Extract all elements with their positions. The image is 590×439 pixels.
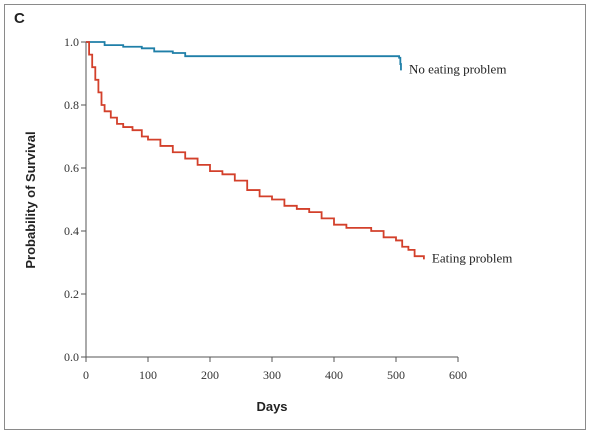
y-tick-label: 1.0: [64, 35, 79, 49]
x-tick-label: 100: [139, 368, 157, 382]
series-line-eating-problem: [86, 41, 425, 260]
annotation-layer: No eating problem Eating problem: [409, 61, 512, 265]
figure-border: [4, 4, 586, 430]
y-tick-label: 0.8: [64, 98, 79, 112]
panel-label: C: [14, 10, 25, 27]
y-tick-label: 0.0: [64, 350, 79, 364]
series-annotation-eating-problem: Eating problem: [432, 250, 513, 265]
series-annotation-no-eating-problem: No eating problem: [409, 61, 506, 76]
series-line-no-eating-problem: [86, 41, 402, 71]
y-tick-label: 0.2: [64, 287, 79, 301]
x-tick-label: 200: [201, 368, 219, 382]
x-tick-label: 600: [449, 368, 467, 382]
x-ticks: 0 100 200 300 400 500 600: [83, 357, 467, 382]
x-axis-label: Days: [256, 399, 287, 414]
y-ticks: 0.0 0.2 0.4 0.6 0.8 1.0: [64, 35, 86, 364]
y-axis-label: Probability of Survival: [23, 131, 38, 268]
x-tick-label: 0: [83, 368, 89, 382]
y-tick-label: 0.4: [64, 224, 79, 238]
x-tick-label: 300: [263, 368, 281, 382]
series-layer: [86, 41, 425, 260]
x-tick-label: 400: [325, 368, 343, 382]
y-tick-label: 0.6: [64, 161, 79, 175]
x-tick-label: 500: [387, 368, 405, 382]
